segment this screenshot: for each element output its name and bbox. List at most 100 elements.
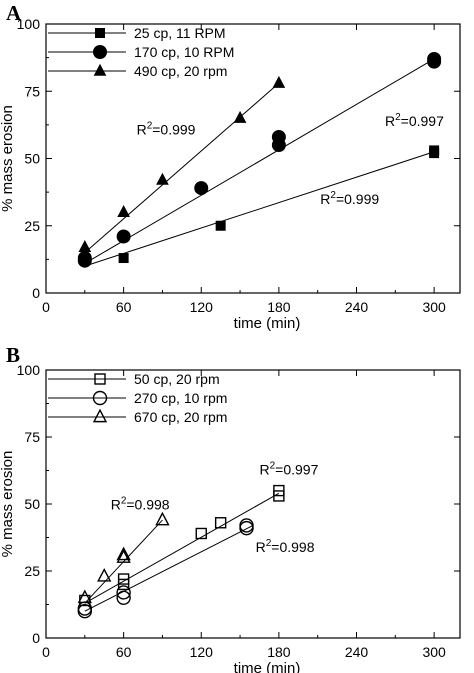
legend-marker [92, 408, 108, 423]
data-point [214, 517, 227, 529]
chart-panel-b: B 0 60 120 180 240 300 0 25 50 75 100 time (min) % ma… [0, 343, 461, 673]
x-tick-label: 120 [190, 299, 214, 315]
y-tick-label: 25 [24, 563, 40, 579]
plot-frame [45, 369, 461, 639]
y-tick-label: 50 [24, 151, 40, 167]
r-label: R [111, 496, 121, 512]
data-point [116, 229, 131, 244]
r-value: =0.998 [126, 496, 169, 512]
y-axis-title: % mass erosion [0, 105, 16, 212]
r-value: =0.999 [336, 191, 379, 207]
r-superscript: 2 [121, 495, 127, 506]
y-tick-label: 75 [24, 83, 40, 99]
r-value: =0.999 [152, 121, 195, 137]
y-tick-label: 75 [24, 429, 40, 445]
data-point [233, 110, 247, 123]
r-squared-label: R2=0.999 [320, 190, 379, 207]
r-superscript: 2 [147, 120, 153, 131]
series-3 [78, 75, 286, 252]
y-tick-label: 25 [24, 218, 40, 234]
x-tick-label: 300 [422, 644, 446, 660]
x-axis-title: time (min) [234, 315, 301, 332]
y-axis-title: % mass erosion [0, 451, 16, 558]
legend-label: 25 cp, 11 RPM [134, 25, 226, 41]
data-point [195, 527, 207, 540]
data-point [273, 484, 285, 497]
data-point [271, 129, 286, 144]
r-squared-label: R2=0.998 [111, 495, 170, 512]
data-point [116, 546, 131, 561]
fit-line-series-3 [84, 82, 280, 254]
x-tick-label: 0 [42, 644, 50, 660]
legend-label: 270 cp, 10 rpm [134, 390, 227, 406]
y-tick-label: 0 [32, 285, 40, 301]
chart-panel-a: A 0 60 120 180 240 300 0 25 50 75 100 time (min) % ma… [0, 1, 461, 332]
fit-line-series-1 [84, 492, 280, 604]
x-tick-label: 240 [345, 644, 369, 660]
plot-frame [45, 23, 461, 294]
legend-marker [93, 45, 107, 59]
data-point [427, 51, 442, 66]
series-2 [77, 51, 442, 268]
data-point [77, 589, 92, 604]
data-point [78, 240, 92, 252]
data-point [116, 549, 131, 563]
data-point [194, 181, 209, 196]
fit-line-series-2 [84, 58, 435, 264]
fit-line-series-1 [84, 151, 435, 267]
data-point [272, 75, 286, 88]
series-2 [77, 518, 254, 619]
legend-label: 670 cp, 20 rpm [134, 409, 227, 425]
r-label: R [256, 539, 266, 555]
r-label: R [137, 121, 147, 137]
panel-label: A [6, 1, 22, 25]
data-point [215, 220, 226, 231]
panel-label: B [6, 343, 20, 367]
x-tick-label: 60 [116, 644, 132, 660]
data-point [77, 251, 92, 266]
r-value: =0.997 [401, 113, 444, 129]
series-1 [118, 145, 440, 264]
data-point [429, 145, 440, 156]
x-tick-label: 180 [267, 644, 291, 660]
legend-marker [92, 390, 108, 406]
data-point [97, 568, 112, 582]
y-tick-label: 100 [17, 362, 41, 378]
legend-label: 170 cp, 10 RPM [134, 44, 234, 60]
r-superscript: 2 [270, 461, 276, 472]
r-label: R [385, 113, 395, 129]
data-point [118, 253, 129, 264]
r-value: =0.998 [271, 539, 314, 555]
data-point [156, 172, 169, 185]
x-tick-label: 120 [190, 644, 214, 660]
r-superscript: 2 [395, 112, 401, 123]
data-point [116, 590, 131, 605]
x-tick-label: 240 [345, 299, 369, 315]
data-point [239, 520, 254, 536]
r-label: R [320, 191, 330, 207]
legend-marker [95, 28, 105, 38]
y-tick-label: 100 [17, 16, 41, 32]
r-superscript: 2 [330, 190, 336, 201]
r-squared-label: R2=0.997 [385, 112, 444, 129]
x-tick-label: 180 [267, 299, 291, 315]
data-point [155, 511, 170, 526]
series-3 [77, 511, 170, 604]
x-tick-label: 60 [116, 299, 132, 315]
r-value: =0.997 [275, 462, 318, 478]
r-squared-label: R2=0.997 [259, 461, 318, 478]
fit-line-series-2 [84, 524, 254, 612]
data-point [239, 518, 254, 533]
x-tick-label: 0 [42, 299, 50, 315]
data-point [116, 585, 131, 600]
legend-label: 50 cp, 20 rpm [134, 371, 220, 387]
x-tick-label: 300 [422, 299, 446, 315]
r-label: R [259, 462, 269, 478]
data-point [117, 573, 130, 585]
y-tick-label: 50 [24, 496, 40, 512]
legend-marker [94, 373, 106, 385]
data-point [117, 205, 130, 217]
y-tick-label: 0 [32, 630, 40, 646]
r-superscript: 2 [266, 538, 272, 549]
